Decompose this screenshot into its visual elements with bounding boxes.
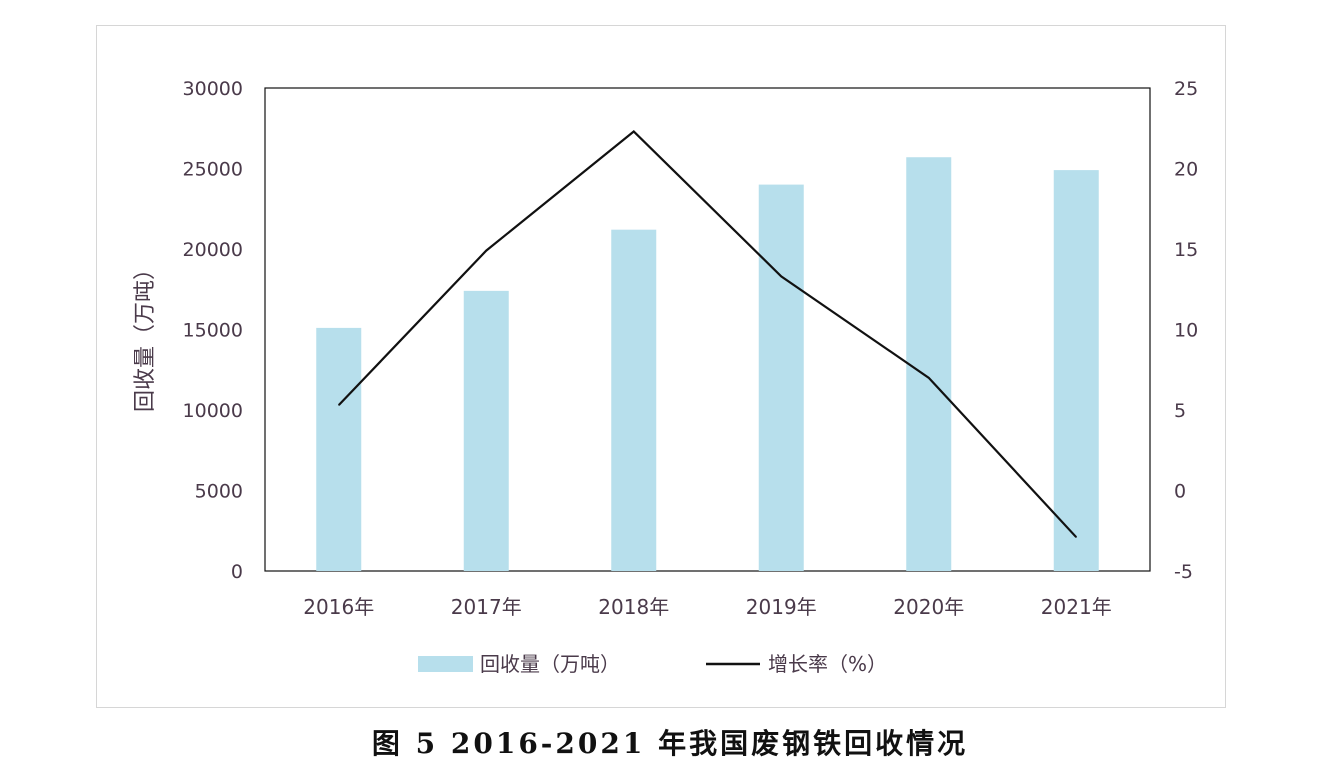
y2-tick-label: -5 <box>1174 561 1193 583</box>
y-tick-label: 30000 <box>183 78 243 100</box>
growth-point-2021年 <box>1075 536 1077 538</box>
legend-swatch-bar <box>418 656 473 672</box>
y-tick-label: 15000 <box>183 320 243 342</box>
y2-tick-label: 10 <box>1174 320 1198 342</box>
bar-2021年 <box>1053 170 1099 572</box>
y2-tick-label: 0 <box>1174 481 1186 503</box>
legend-label-bar: 回收量（万吨） <box>480 652 620 676</box>
growth-point-2019年 <box>780 275 782 277</box>
growth-point-2016年 <box>338 404 340 406</box>
bar-2020年 <box>906 157 952 572</box>
growth-point-2018年 <box>633 130 635 132</box>
x-tick-label: 2020年 <box>893 595 964 619</box>
growth-point-2020年 <box>928 377 930 379</box>
bar-2016年 <box>316 327 362 571</box>
combo-chart: 0 5000 10000 15000 20000 25000 30000 -5 0 5 10 15 20… <box>133 78 1198 676</box>
x-tick-label: 2021年 <box>1041 595 1112 619</box>
chart-frame <box>96 25 1226 708</box>
x-tick-label: 2017年 <box>451 595 522 619</box>
bar-2018年 <box>611 229 657 571</box>
x-tick-label: 2016年 <box>303 595 374 619</box>
bar-2019年 <box>758 184 804 571</box>
bar-2017年 <box>463 290 509 571</box>
legend-label-line: 增长率（%） <box>768 652 887 676</box>
x-tick-label: 2018年 <box>598 595 669 619</box>
y2-tick-label: 15 <box>1174 239 1198 261</box>
y-tick-label: 5000 <box>195 481 243 503</box>
y-tick-label: 25000 <box>183 159 243 181</box>
x-tick-label: 2019年 <box>746 595 817 619</box>
y2-tick-label: 25 <box>1174 78 1198 100</box>
y2-tick-label: 20 <box>1174 159 1198 181</box>
growth-rate-line <box>337 129 1078 538</box>
figure-caption: 图 5 2016-2021 年我国废钢铁回收情况 <box>371 727 969 760</box>
y2-tick-label: 5 <box>1174 400 1186 422</box>
growth-point-2017年 <box>485 250 487 252</box>
y-tick-label: 20000 <box>183 239 243 261</box>
plot-area-border <box>264 87 1151 572</box>
y-tick-label: 0 <box>231 561 243 583</box>
y-axis-title: 回收量（万吨） <box>133 258 158 412</box>
y-tick-label: 10000 <box>183 400 243 422</box>
